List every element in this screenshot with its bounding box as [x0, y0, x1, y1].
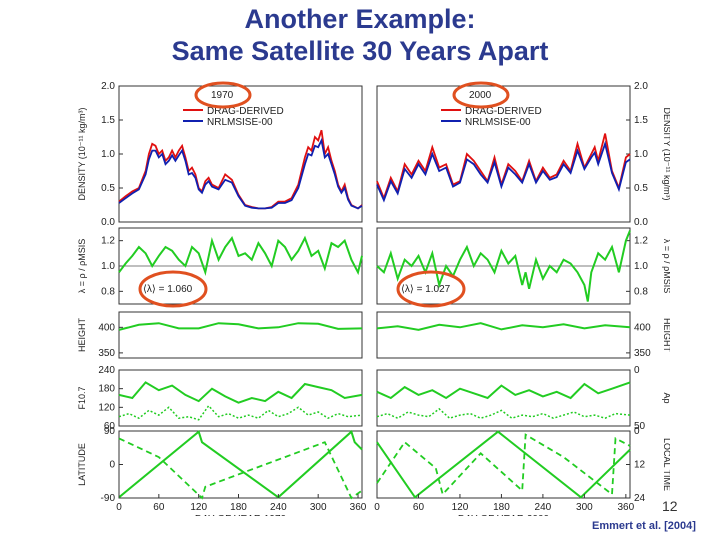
x-tick-label: 300 [310, 502, 327, 513]
panel-frame [376, 430, 631, 499]
legend-drag-derived: DRAG-DERIVED [207, 106, 284, 117]
panel-frame [118, 369, 363, 427]
highlight-circle-year [452, 81, 510, 109]
y-tick-label: 1.0 [634, 261, 648, 272]
highlight-circle-year [194, 81, 252, 109]
latitude-2000-series-0 [376, 430, 631, 499]
y-tick-label: 240 [98, 365, 115, 376]
y-axis-label: LOCAL TIME [662, 438, 670, 491]
x-tick-label: 240 [270, 502, 287, 513]
y-tick-label: 1.2 [634, 236, 648, 247]
y-axis-label: F10.7 [77, 386, 87, 409]
x-tick-label: 240 [535, 502, 552, 513]
x-tick-label: 120 [190, 502, 207, 513]
y-tick-label: 350 [98, 348, 115, 359]
density-2000-series-1 [376, 140, 631, 203]
x-tick-label: 120 [452, 502, 469, 513]
x-tick-label: 300 [576, 502, 593, 513]
f107-1970-series-1 [118, 404, 363, 421]
y-tick-label: 2.0 [101, 81, 115, 92]
y-tick-label: 0 [634, 426, 640, 437]
density-1970-series-1 [118, 137, 363, 210]
highlight-circle-ratio [138, 270, 208, 308]
y-tick-label: 0.5 [101, 183, 115, 194]
slide-title-line-2: Same Satellite 30 Years Apart [171, 36, 549, 66]
latitude-1970-series-1 [118, 437, 363, 500]
x-tick-label: 180 [493, 502, 510, 513]
slide-number: 12 [662, 498, 678, 514]
y-axis-label: λ = ρ / ρMSIS [77, 239, 87, 294]
y-tick-label: 1.2 [101, 236, 115, 247]
y-tick-label: 1.0 [101, 149, 115, 160]
ratio-2000-series-0 [376, 230, 631, 302]
y-axis-label: DENSITY (10⁻¹¹ kg/m³) [77, 107, 87, 200]
y-tick-label: 400 [98, 322, 115, 333]
y-tick-label: 180 [98, 384, 115, 395]
x-tick-label: 60 [153, 502, 165, 513]
y-tick-label: 0.8 [101, 286, 115, 297]
y-tick-label: 120 [98, 402, 115, 413]
legend-nrlmsise: NRLMSISE-00 [207, 117, 273, 128]
f107-2000-series-0 [376, 381, 631, 400]
y-tick-label: 0.0 [634, 217, 648, 228]
y-tick-label: 1.5 [101, 115, 115, 126]
y-tick-label: -90 [101, 493, 116, 504]
height-2000-series-0 [376, 322, 631, 331]
highlight-circle-ratio [396, 270, 466, 308]
latitude-1970-series-0 [118, 429, 363, 499]
density-1970-series-0 [118, 129, 363, 210]
y-axis-label: Ap [662, 392, 670, 403]
figure: 0.0 0.5 1.0 1.5 2.0 DENSITY (10⁻¹¹ kg/m³) 1970… [77, 81, 670, 516]
panel-frame [376, 369, 631, 427]
y-tick-label: 0 [109, 460, 115, 471]
mean-ratio-annotation: ⟨λ⟩ = 1.060 [143, 284, 193, 295]
y-tick-label: 2.0 [634, 81, 648, 92]
year-label: 1970 [211, 90, 234, 101]
y-tick-label: 12 [634, 460, 646, 471]
y-tick-label: 0.0 [101, 217, 115, 228]
x-axis-label: DAY OF YEAR 1970 [195, 514, 287, 516]
y-tick-label: 400 [634, 322, 651, 333]
f107-1970-series-0 [118, 381, 363, 404]
y-tick-label: 350 [634, 348, 651, 359]
mean-ratio-annotation: ⟨λ⟩ = 1.027 [401, 284, 451, 295]
panel-frame [118, 430, 363, 499]
x-tick-label: 60 [413, 502, 425, 513]
x-tick-label: 180 [230, 502, 247, 513]
density-2000-series-0 [376, 133, 631, 201]
legend-drag-derived: DRAG-DERIVED [465, 106, 542, 117]
y-tick-label: 24 [634, 493, 646, 504]
x-tick-label: 0 [116, 502, 122, 513]
legend-nrlmsise: NRLMSISE-00 [465, 117, 531, 128]
slide-title-line-1: Another Example: [244, 4, 476, 34]
citation: Emmert et al. [2004] [592, 520, 696, 532]
y-tick-label: 0.5 [634, 183, 648, 194]
x-tick-label: 0 [374, 502, 380, 513]
y-tick-label: 90 [104, 426, 116, 437]
x-axis-label: DAY OF YEAR 2000 [458, 514, 550, 516]
y-tick-label: 50 [634, 421, 646, 432]
y-tick-label: 60 [104, 421, 116, 432]
y-tick-label: 1.0 [101, 261, 115, 272]
ratio-1970-series-0 [118, 235, 363, 277]
panel-frame [118, 311, 363, 359]
f107-2000-series-1 [376, 407, 631, 420]
y-tick-label: 0 [634, 365, 640, 376]
y-axis-label: HEIGHT [77, 318, 87, 353]
y-axis-label: LATITUDE [77, 443, 87, 486]
x-tick-label: 360 [350, 502, 367, 513]
y-tick-label: 1.5 [634, 115, 648, 126]
panel-frame [376, 311, 631, 359]
y-tick-label: 0.8 [634, 286, 648, 297]
year-label: 2000 [469, 90, 492, 101]
x-tick-label: 360 [618, 502, 635, 513]
y-axis-label: DENSITY (10⁻¹¹ kg/m³) [662, 107, 670, 200]
y-tick-label: 1.0 [634, 149, 648, 160]
y-axis-label: λ = ρ / ρMSIS [662, 239, 670, 294]
height-1970-series-0 [118, 322, 363, 331]
y-axis-label: HEIGHT [662, 318, 670, 353]
